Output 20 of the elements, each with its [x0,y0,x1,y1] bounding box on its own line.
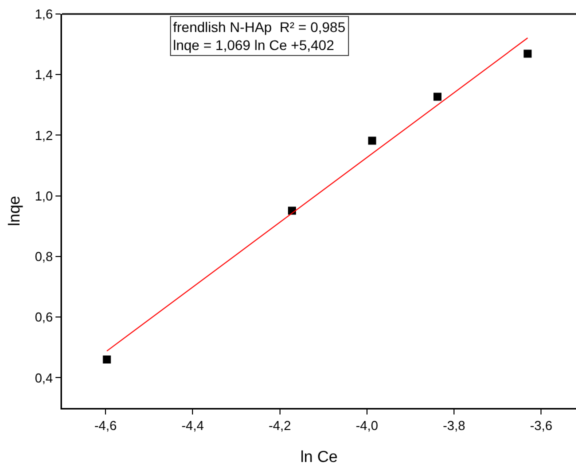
x-tick-label: -3,6 [530,418,552,434]
x-tick-label: -3,8 [442,418,466,434]
y-axis-title: lnqe [6,196,24,226]
y-tick-label: 1,2 [34,128,53,143]
y-tick-label: 0,4 [34,370,53,386]
x-tick-label: -4,2 [268,418,292,434]
point [524,50,532,58]
y-tick-label: 1,0 [34,188,53,204]
y-tick-label: 1,6 [34,6,53,22]
point [102,356,111,364]
y-tick-label: 1,4 [34,67,53,82]
point [433,92,442,101]
x-tick-label: -4,6 [94,418,117,434]
y-tick-label: 0,8 [34,249,53,264]
x-tick-label: -4,0 [356,418,378,434]
annotation: frendlish N-HAp R² = 0,985 lnqe = 1,069 ln Ce +5,402 [173,19,346,54]
x-tick-label: -4,4 [181,418,204,434]
point [368,136,376,145]
y-tick-label: 0,6 [34,310,53,325]
x-axis-title: ln Ce [300,449,338,466]
